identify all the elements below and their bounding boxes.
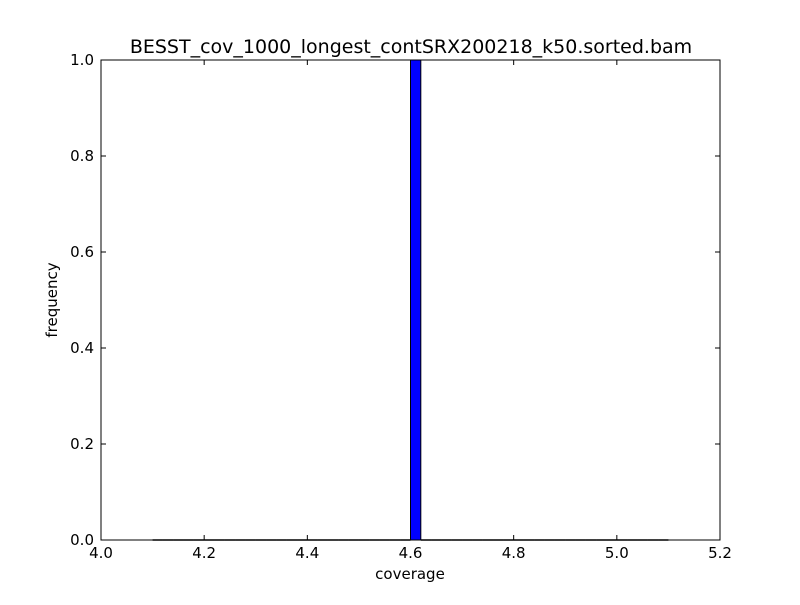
x-tick-label: 4.2 — [192, 544, 216, 562]
y-tick-label: 1.0 — [70, 51, 94, 69]
y-tick-label: 0.8 — [70, 147, 94, 165]
y-tick-label: 0.4 — [70, 339, 94, 357]
y-tick-label: 0.0 — [70, 531, 94, 549]
x-tick-label: 5.2 — [708, 544, 732, 562]
x-tick-label: 4.4 — [295, 544, 319, 562]
x-tick-label: 5.0 — [605, 544, 629, 562]
histogram-bar — [410, 59, 422, 541]
x-tick-label: 4.0 — [89, 544, 113, 562]
x-axis-label: coverage — [375, 565, 445, 583]
y-tick-label: 0.6 — [70, 243, 94, 261]
x-tick-label: 4.6 — [399, 544, 423, 562]
x-tick-label: 4.8 — [502, 544, 526, 562]
chart-title: BESST_cov_1000_longest_contSRX200218_k50… — [130, 36, 692, 58]
y-tick-label: 0.2 — [70, 435, 94, 453]
plot-frame — [100, 59, 721, 541]
y-axis-label: frequency — [43, 262, 61, 337]
ticks-layer: 4.0 4.2 4.4 4.6 4.8 5.0 5.2 0.0 0.2 0.4 0.6 0.8 1.0 — [70, 51, 732, 562]
